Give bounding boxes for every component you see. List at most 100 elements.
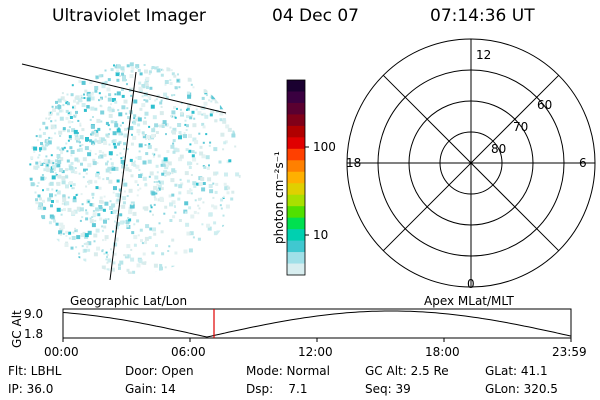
aurora-speckle <box>172 215 176 219</box>
aurora-speckle <box>67 112 70 114</box>
aurora-speckle <box>83 168 86 172</box>
aurora-speckle <box>40 162 44 166</box>
aurora-speckle <box>134 243 136 246</box>
aurora-speckle <box>55 199 59 203</box>
aurora-speckle <box>160 180 164 185</box>
aurora-speckle <box>178 184 183 189</box>
aurora-speckle <box>161 68 163 71</box>
aurora-speckle <box>56 207 61 212</box>
aurora-speckle <box>171 172 174 175</box>
aurora-speckle <box>45 155 48 158</box>
aurora-speckle <box>222 195 225 198</box>
aurora-speckle <box>92 143 95 146</box>
aurora-speckle <box>126 268 130 272</box>
aurora-speckle <box>81 128 85 132</box>
aurora-speckle <box>149 227 153 231</box>
aurora-speckle <box>185 129 188 131</box>
aurora-speckle <box>75 114 78 117</box>
aurora-speckle <box>56 190 61 195</box>
aurora-speckle <box>94 89 98 93</box>
aurora-speckle <box>159 124 163 128</box>
aurora-speckle <box>55 105 58 109</box>
aurora-speckle <box>136 129 141 134</box>
aurora-speckle <box>94 153 97 155</box>
aurora-speckle <box>228 159 232 163</box>
aurora-speckle <box>65 175 69 179</box>
aurora-speckle <box>191 154 195 158</box>
aurora-speckle <box>222 148 225 151</box>
altitude-plot-frame <box>62 308 572 339</box>
aurora-speckle <box>145 99 149 103</box>
aurora-speckle <box>59 227 64 232</box>
aurora-speckle <box>136 263 141 268</box>
color-bar-band <box>287 137 305 150</box>
aurora-speckle <box>209 113 213 117</box>
aurora-speckle <box>133 160 136 163</box>
aurora-speckle <box>172 139 176 143</box>
aurora-speckle <box>92 116 94 118</box>
aurora-speckle <box>188 248 193 253</box>
aurora-speckle <box>70 93 74 97</box>
aurora-speckle <box>38 202 43 207</box>
aurora-speckle <box>98 74 102 78</box>
aurora-speckle <box>29 177 33 181</box>
aurora-speckle <box>56 154 61 158</box>
aurora-speckle <box>118 188 122 192</box>
aurora-speckle <box>112 191 115 194</box>
aurora-speckle <box>158 181 161 184</box>
aurora-speckle <box>136 194 139 197</box>
aurora-speckle <box>59 222 64 227</box>
aurora-speckle <box>132 211 137 216</box>
aurora-speckle <box>227 186 231 190</box>
info-mode: Mode: Normal <box>246 364 330 378</box>
aurora-speckle <box>68 237 71 240</box>
aurora-speckle <box>116 209 119 212</box>
aurora-speckle <box>93 233 98 238</box>
aurora-speckle <box>176 107 178 110</box>
aurora-speckle <box>193 184 197 188</box>
aurora-speckle <box>153 232 157 236</box>
aurora-speckle <box>148 175 151 178</box>
aurora-speckle <box>138 81 142 85</box>
aurora-speckle <box>151 251 155 255</box>
aurora-speckle <box>92 161 97 166</box>
color-bar-band <box>287 148 305 161</box>
aurora-speckle <box>83 93 85 96</box>
aurora-speckle <box>144 116 147 119</box>
aurora-speckle <box>56 146 60 150</box>
aurora-speckle <box>114 65 118 69</box>
aurora-speckle <box>196 162 199 165</box>
aurora-speckle <box>218 160 222 164</box>
aurora-speckle <box>130 66 133 69</box>
aurora-speckle <box>77 132 79 134</box>
aurora-speckle <box>184 211 187 214</box>
time-label: 07:14:36 UT <box>430 6 535 26</box>
aurora-speckle <box>40 176 45 181</box>
aurora-speckle <box>188 232 191 235</box>
aurora-speckle <box>121 164 126 169</box>
aurora-speckle <box>106 160 109 163</box>
aurora-speckle <box>162 120 167 125</box>
aurora-speckle <box>67 129 70 133</box>
aurora-speckle <box>144 69 148 74</box>
aurora-speckle <box>145 224 150 229</box>
aurora-speckle <box>124 127 127 131</box>
aurora-speckle <box>58 109 62 113</box>
aurora-speckle <box>142 176 147 181</box>
aurora-speckle <box>65 184 69 189</box>
aurora-speckle <box>77 119 80 122</box>
aurora-speckle <box>153 203 156 206</box>
aurora-speckle <box>57 174 62 179</box>
aurora-speckle <box>95 207 100 212</box>
aurora-speckle <box>97 213 101 217</box>
aurora-speckle <box>184 119 187 122</box>
aurora-speckle <box>116 69 120 73</box>
aurora-speckle <box>194 151 197 154</box>
aurora-speckle <box>129 126 134 131</box>
aurora-speckle <box>142 120 147 125</box>
aurora-speckle <box>169 126 172 129</box>
aurora-speckle <box>125 112 128 115</box>
aurora-speckle <box>84 89 88 93</box>
aurora-speckle <box>172 142 175 145</box>
aurora-speckle <box>121 72 124 76</box>
